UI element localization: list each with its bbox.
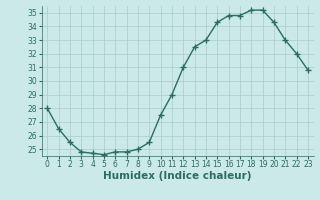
X-axis label: Humidex (Indice chaleur): Humidex (Indice chaleur) [103,171,252,181]
